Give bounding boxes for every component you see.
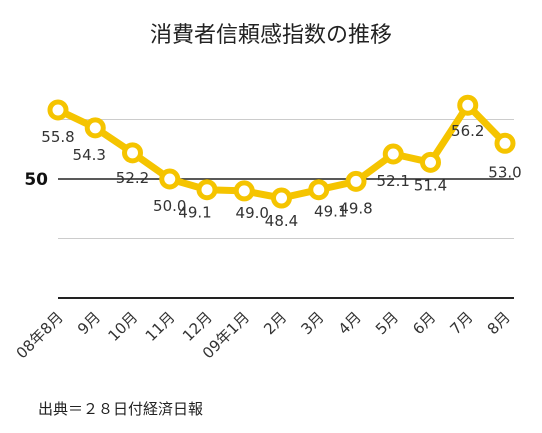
chart-title: 消費者信頼感指数の推移 bbox=[150, 23, 392, 48]
data-point bbox=[271, 187, 292, 209]
data-point bbox=[420, 151, 441, 173]
data-label: 56.2 bbox=[451, 122, 484, 140]
data-point bbox=[122, 142, 143, 164]
data-label: 51.4 bbox=[414, 176, 447, 194]
data-point bbox=[159, 168, 181, 190]
x-tick-label: 5月 bbox=[372, 308, 402, 338]
reference-line-label: 50 bbox=[24, 170, 48, 190]
data-point bbox=[233, 180, 255, 202]
data-points bbox=[47, 94, 516, 209]
data-label: 49.1 bbox=[314, 203, 347, 221]
data-point bbox=[84, 117, 106, 139]
data-point bbox=[345, 170, 367, 192]
data-label: 55.8 bbox=[41, 128, 74, 146]
data-label: 54.3 bbox=[73, 146, 106, 164]
data-point bbox=[47, 99, 69, 121]
data-point bbox=[494, 132, 516, 154]
data-label: 48.4 bbox=[265, 212, 298, 230]
x-tick-label: 10月 bbox=[104, 308, 141, 345]
data-label: 52.1 bbox=[377, 172, 410, 190]
grid-lines: 50 bbox=[24, 119, 514, 299]
data-point bbox=[308, 179, 330, 201]
x-tick-label: 6月 bbox=[409, 308, 439, 338]
source-note: 出典＝２８日付経済日報 bbox=[38, 400, 204, 418]
x-tick-label: 3月 bbox=[297, 308, 327, 338]
data-label: 49.0 bbox=[236, 204, 269, 222]
x-tick-label: 4月 bbox=[335, 308, 365, 338]
x-tick-label: 11月 bbox=[142, 308, 179, 345]
data-point bbox=[196, 179, 218, 201]
data-label: 49.1 bbox=[178, 204, 211, 222]
data-label: 49.8 bbox=[339, 199, 372, 217]
x-tick-label: 2月 bbox=[260, 308, 290, 338]
data-point bbox=[382, 143, 404, 165]
data-labels: 55.854.352.250.049.1 49.048.449.149.852.1… bbox=[41, 122, 521, 230]
x-tick-label: 9月 bbox=[74, 308, 104, 338]
x-tick-label: 8月 bbox=[484, 308, 514, 338]
data-label: 53.0 bbox=[488, 163, 521, 181]
data-label: 50.0 bbox=[153, 197, 186, 215]
x-tick-label: 7月 bbox=[446, 308, 476, 338]
data-point bbox=[457, 94, 479, 116]
data-label: 52.2 bbox=[116, 169, 149, 187]
x-tick-label: 08年8月 bbox=[13, 308, 67, 362]
